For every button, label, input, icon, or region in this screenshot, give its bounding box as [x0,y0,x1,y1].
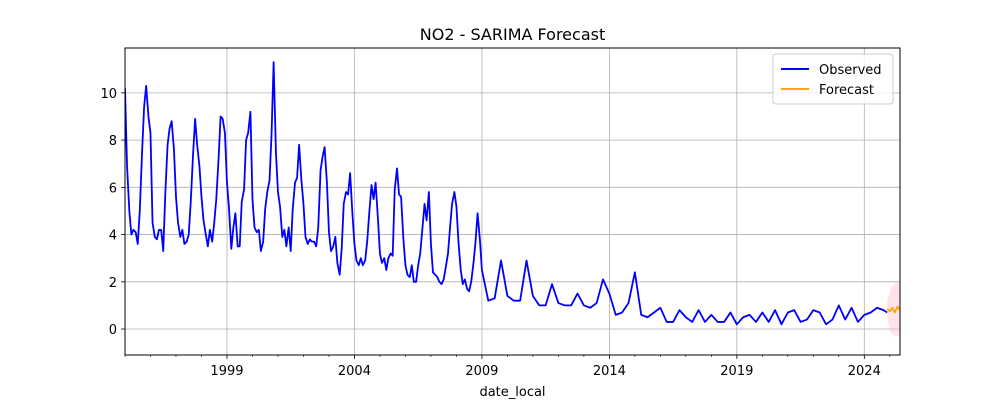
series-line-observed [125,61,888,326]
x-tick-label: 2019 [720,364,753,379]
y-tick-label: 2 [109,276,117,291]
legend-box [772,53,894,105]
series-forecast [886,281,900,337]
series-line-forecast [886,305,900,314]
legend-label-observed: Observed [819,63,882,78]
y-tick-label: 0 [109,323,117,338]
series-observed [125,61,888,326]
x-tick-label: 2014 [593,364,626,379]
chart-title: NO2 - SARIMA Forecast [420,25,605,44]
x-tick-label: 2004 [338,364,371,379]
x-tick-label: 1999 [210,364,243,379]
legend: Observed Forecast [772,53,894,105]
plot-area: 1999 2004 2009 2014 2019 2024 0 2 4 6 8 10 [100,47,901,379]
y-tick-label: 10 [100,87,117,102]
y-tick-label: 6 [109,181,117,196]
x-tick-label: 2024 [848,364,881,379]
x-tick-label: 2009 [465,364,498,379]
x-axis-label: date_local [479,385,545,400]
y-tick-label: 4 [109,229,117,244]
y-tick-label: 8 [109,134,117,149]
axes-frame [124,47,901,356]
legend-label-forecast: Forecast [819,83,874,98]
